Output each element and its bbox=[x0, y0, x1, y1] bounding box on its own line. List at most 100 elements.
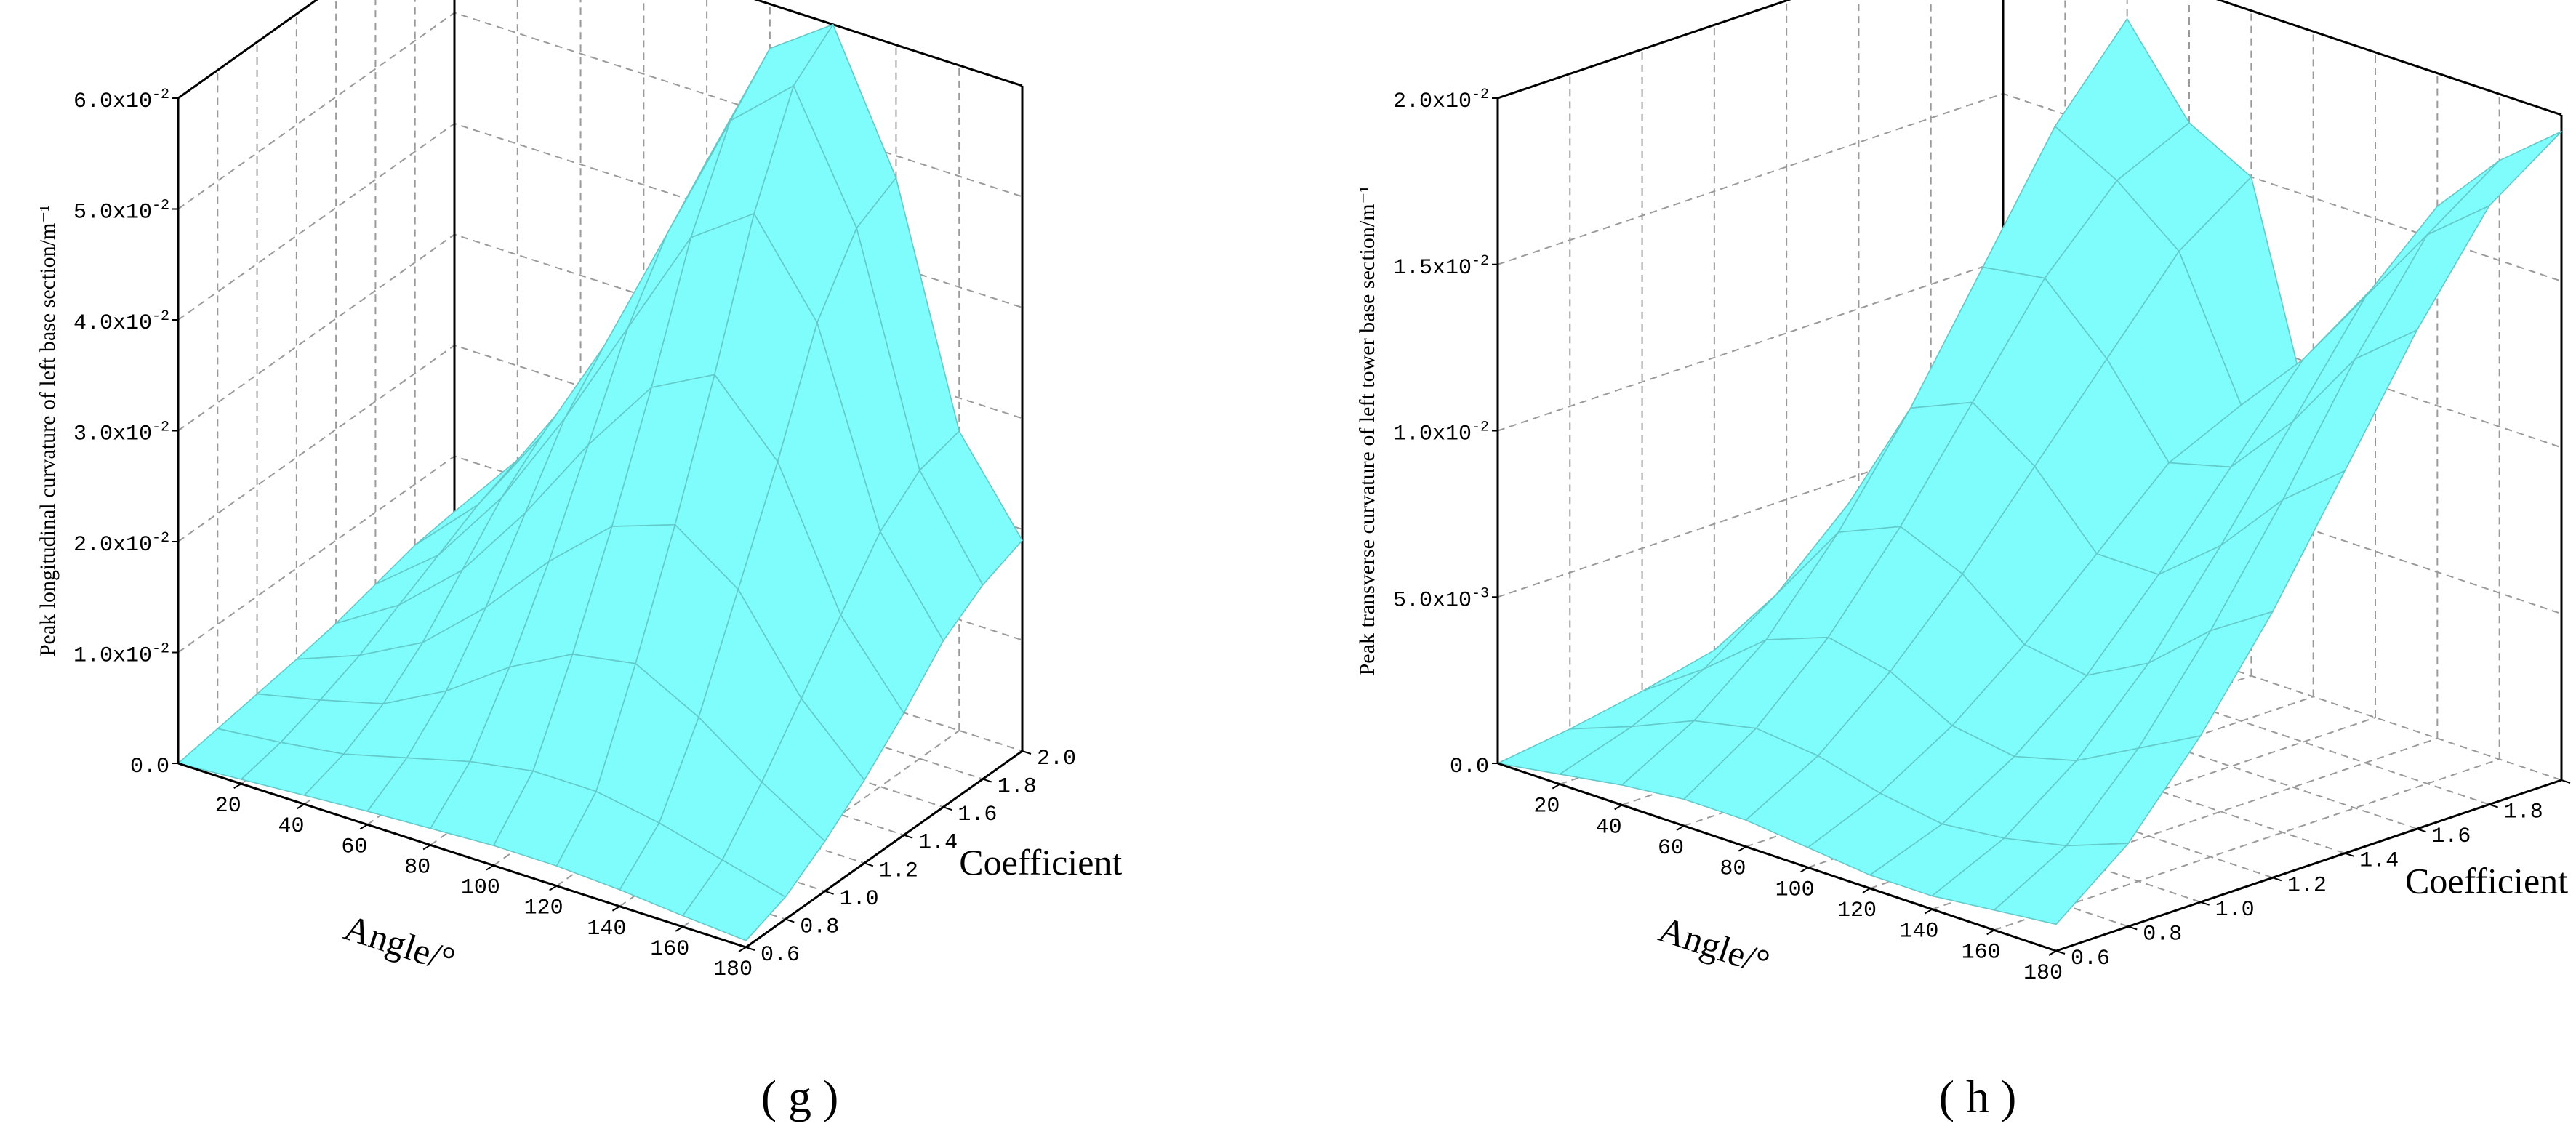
g-x-tick-label: 160 bbox=[650, 937, 689, 962]
h-z-tick-exponent: -2 bbox=[1472, 253, 1489, 270]
g-x-tick-label: 140 bbox=[587, 917, 626, 941]
g-z-tick-exponent: -2 bbox=[152, 641, 169, 658]
g-y-tick-label: 1.2 bbox=[879, 859, 918, 883]
g-y-tick bbox=[982, 778, 992, 783]
g-x-tick-label: 80 bbox=[404, 855, 430, 880]
h-x-tick bbox=[1738, 845, 1746, 852]
h-z-tick-exponent: -2 bbox=[1472, 87, 1489, 103]
h-y-tick-label: 1.2 bbox=[2287, 873, 2327, 898]
g-y-tick-label: 0.6 bbox=[761, 943, 800, 968]
g-z-tick-exponent: -2 bbox=[152, 87, 169, 103]
h-z-tick-label: 2.0x10-2 bbox=[1393, 87, 1489, 114]
h-x-tick bbox=[1862, 888, 1871, 893]
h-axes: 20 40 60 80 100 120 140 160 180 0.6 0.8 1.0 1.2 1.4 1.… bbox=[1355, 87, 2571, 986]
g-y-tick bbox=[785, 918, 795, 923]
g-z-tick-mantissa: 0.0 bbox=[130, 755, 169, 779]
g-z-tick-label: 0.0 bbox=[130, 755, 169, 779]
h-grid-floor-x bbox=[1994, 758, 2500, 931]
h-frame-top bbox=[1497, 0, 2562, 116]
g-x-tick-label: 180 bbox=[713, 957, 753, 982]
h-x-tick bbox=[1614, 804, 1623, 811]
h-z-tick-label: 1.5x10-2 bbox=[1393, 253, 1489, 281]
h-y-tick-label: 0.6 bbox=[2071, 947, 2110, 971]
h-z-tick-label: 1.0x10-2 bbox=[1393, 419, 1489, 447]
g-y-tick-label: 0.8 bbox=[800, 915, 839, 939]
h-surface bbox=[1497, 18, 2562, 925]
g-z-tick-mantissa: 2.0x10 bbox=[73, 533, 152, 558]
h-x-tick bbox=[1986, 929, 1995, 936]
g-x-tick bbox=[297, 803, 305, 810]
g-x-tick bbox=[738, 947, 747, 952]
g-x-tick bbox=[675, 926, 683, 932]
g-z-tick-label: 1.0x10-2 bbox=[73, 641, 169, 669]
g-y-tick bbox=[1022, 750, 1032, 755]
g-axes: 204060801001201401601800.60.81.01.21.41.… bbox=[36, 87, 1122, 982]
h-x-tick-label: 60 bbox=[1658, 836, 1684, 861]
g-z-tick-mantissa: 4.0x10 bbox=[73, 311, 152, 336]
g-z-tick-mantissa: 5.0x10 bbox=[73, 201, 152, 225]
g-x-axis-line bbox=[177, 762, 747, 949]
g-y-tick-label: 1.4 bbox=[918, 831, 958, 856]
g-y-tick bbox=[943, 806, 952, 811]
h-y-tick bbox=[2417, 828, 2426, 833]
h-y-tick-label: 1.0 bbox=[2215, 898, 2255, 923]
g-x-tick-label: 20 bbox=[215, 794, 241, 819]
h-z-tick-mantissa: 5.0x10 bbox=[1393, 588, 1472, 613]
g-z-tick-mantissa: 3.0x10 bbox=[73, 422, 152, 447]
g-x-tick bbox=[549, 885, 558, 891]
g-z-tick-label: 3.0x10-2 bbox=[73, 419, 169, 447]
h-y-tick bbox=[2127, 925, 2138, 931]
g-z-tick-exponent: -2 bbox=[152, 308, 169, 325]
h-x-tick-label: 120 bbox=[1837, 899, 1877, 923]
g-z-tick-label: 2.0x10-2 bbox=[73, 530, 169, 558]
h-y-tick bbox=[2561, 779, 2571, 784]
g-y-tick-label: 1.0 bbox=[840, 887, 879, 912]
g-y-tick bbox=[864, 862, 874, 867]
h-z-tick-label: 0.0 bbox=[1450, 755, 1489, 779]
h-z-axis-title: Peak transverse curvature of left tower … bbox=[1355, 186, 1379, 676]
caption-h: ( h ) bbox=[1939, 1071, 2017, 1122]
g-x-axis-title: Angle/° bbox=[340, 907, 460, 980]
g-y-tick-label: 1.6 bbox=[958, 803, 997, 827]
h-z-tick-label: 5.0x10-3 bbox=[1393, 585, 1489, 613]
g-surface bbox=[177, 23, 1023, 941]
h-y-tick bbox=[2344, 852, 2354, 857]
h-z-tick-mantissa: 1.5x10 bbox=[1393, 256, 1472, 281]
surface-plot-g: 204060801001201401601800.60.81.01.21.41.… bbox=[36, 0, 1122, 982]
g-x-tick-label: 40 bbox=[278, 814, 305, 839]
h-x-tick bbox=[2048, 950, 2057, 956]
h-y-tick-label: 1.6 bbox=[2431, 824, 2471, 849]
g-z-tick-exponent: -2 bbox=[152, 419, 169, 436]
h-x-tick-label: 180 bbox=[2023, 961, 2063, 986]
g-x-tick bbox=[359, 824, 368, 830]
h-x-tick bbox=[1800, 867, 1809, 873]
g-x-tick bbox=[611, 905, 620, 912]
h-y-tick-label: 1.4 bbox=[2359, 849, 2399, 874]
g-z-tick-mantissa: 6.0x10 bbox=[73, 89, 152, 114]
g-y-axis-title: Coefficient bbox=[959, 842, 1122, 883]
caption-g: ( g ) bbox=[761, 1071, 839, 1122]
h-x-axis-title: Angle/° bbox=[1654, 909, 1775, 983]
h-y-tick bbox=[2489, 803, 2499, 808]
h-z-tick-mantissa: 1.0x10 bbox=[1393, 422, 1472, 447]
g-z-tick-exponent: -2 bbox=[152, 530, 169, 547]
h-x-tick bbox=[1552, 783, 1560, 790]
g-y-tick bbox=[824, 890, 834, 895]
h-x-tick-label: 100 bbox=[1775, 877, 1815, 902]
g-x-tick-label: 100 bbox=[461, 876, 500, 901]
g-z-tick-exponent: -2 bbox=[152, 198, 169, 214]
g-z-tick-label: 4.0x10-2 bbox=[73, 308, 169, 336]
h-z-tick-mantissa: 0.0 bbox=[1450, 755, 1489, 779]
h-z-tick-exponent: -3 bbox=[1472, 585, 1489, 602]
h-x-tick bbox=[1924, 908, 1933, 915]
h-x-tick-label: 40 bbox=[1596, 815, 1622, 840]
g-x-tick bbox=[486, 864, 494, 871]
h-surface-patch bbox=[2426, 131, 2562, 236]
h-surface-patch bbox=[1993, 843, 2130, 925]
h-y-tick bbox=[2272, 877, 2282, 882]
g-y-axis-line bbox=[745, 750, 1023, 949]
h-y-tick bbox=[2200, 901, 2210, 906]
h-x-axis-line bbox=[1497, 762, 2057, 952]
g-z-tick-label: 6.0x10-2 bbox=[73, 87, 169, 114]
h-z-tick-mantissa: 2.0x10 bbox=[1393, 89, 1472, 114]
